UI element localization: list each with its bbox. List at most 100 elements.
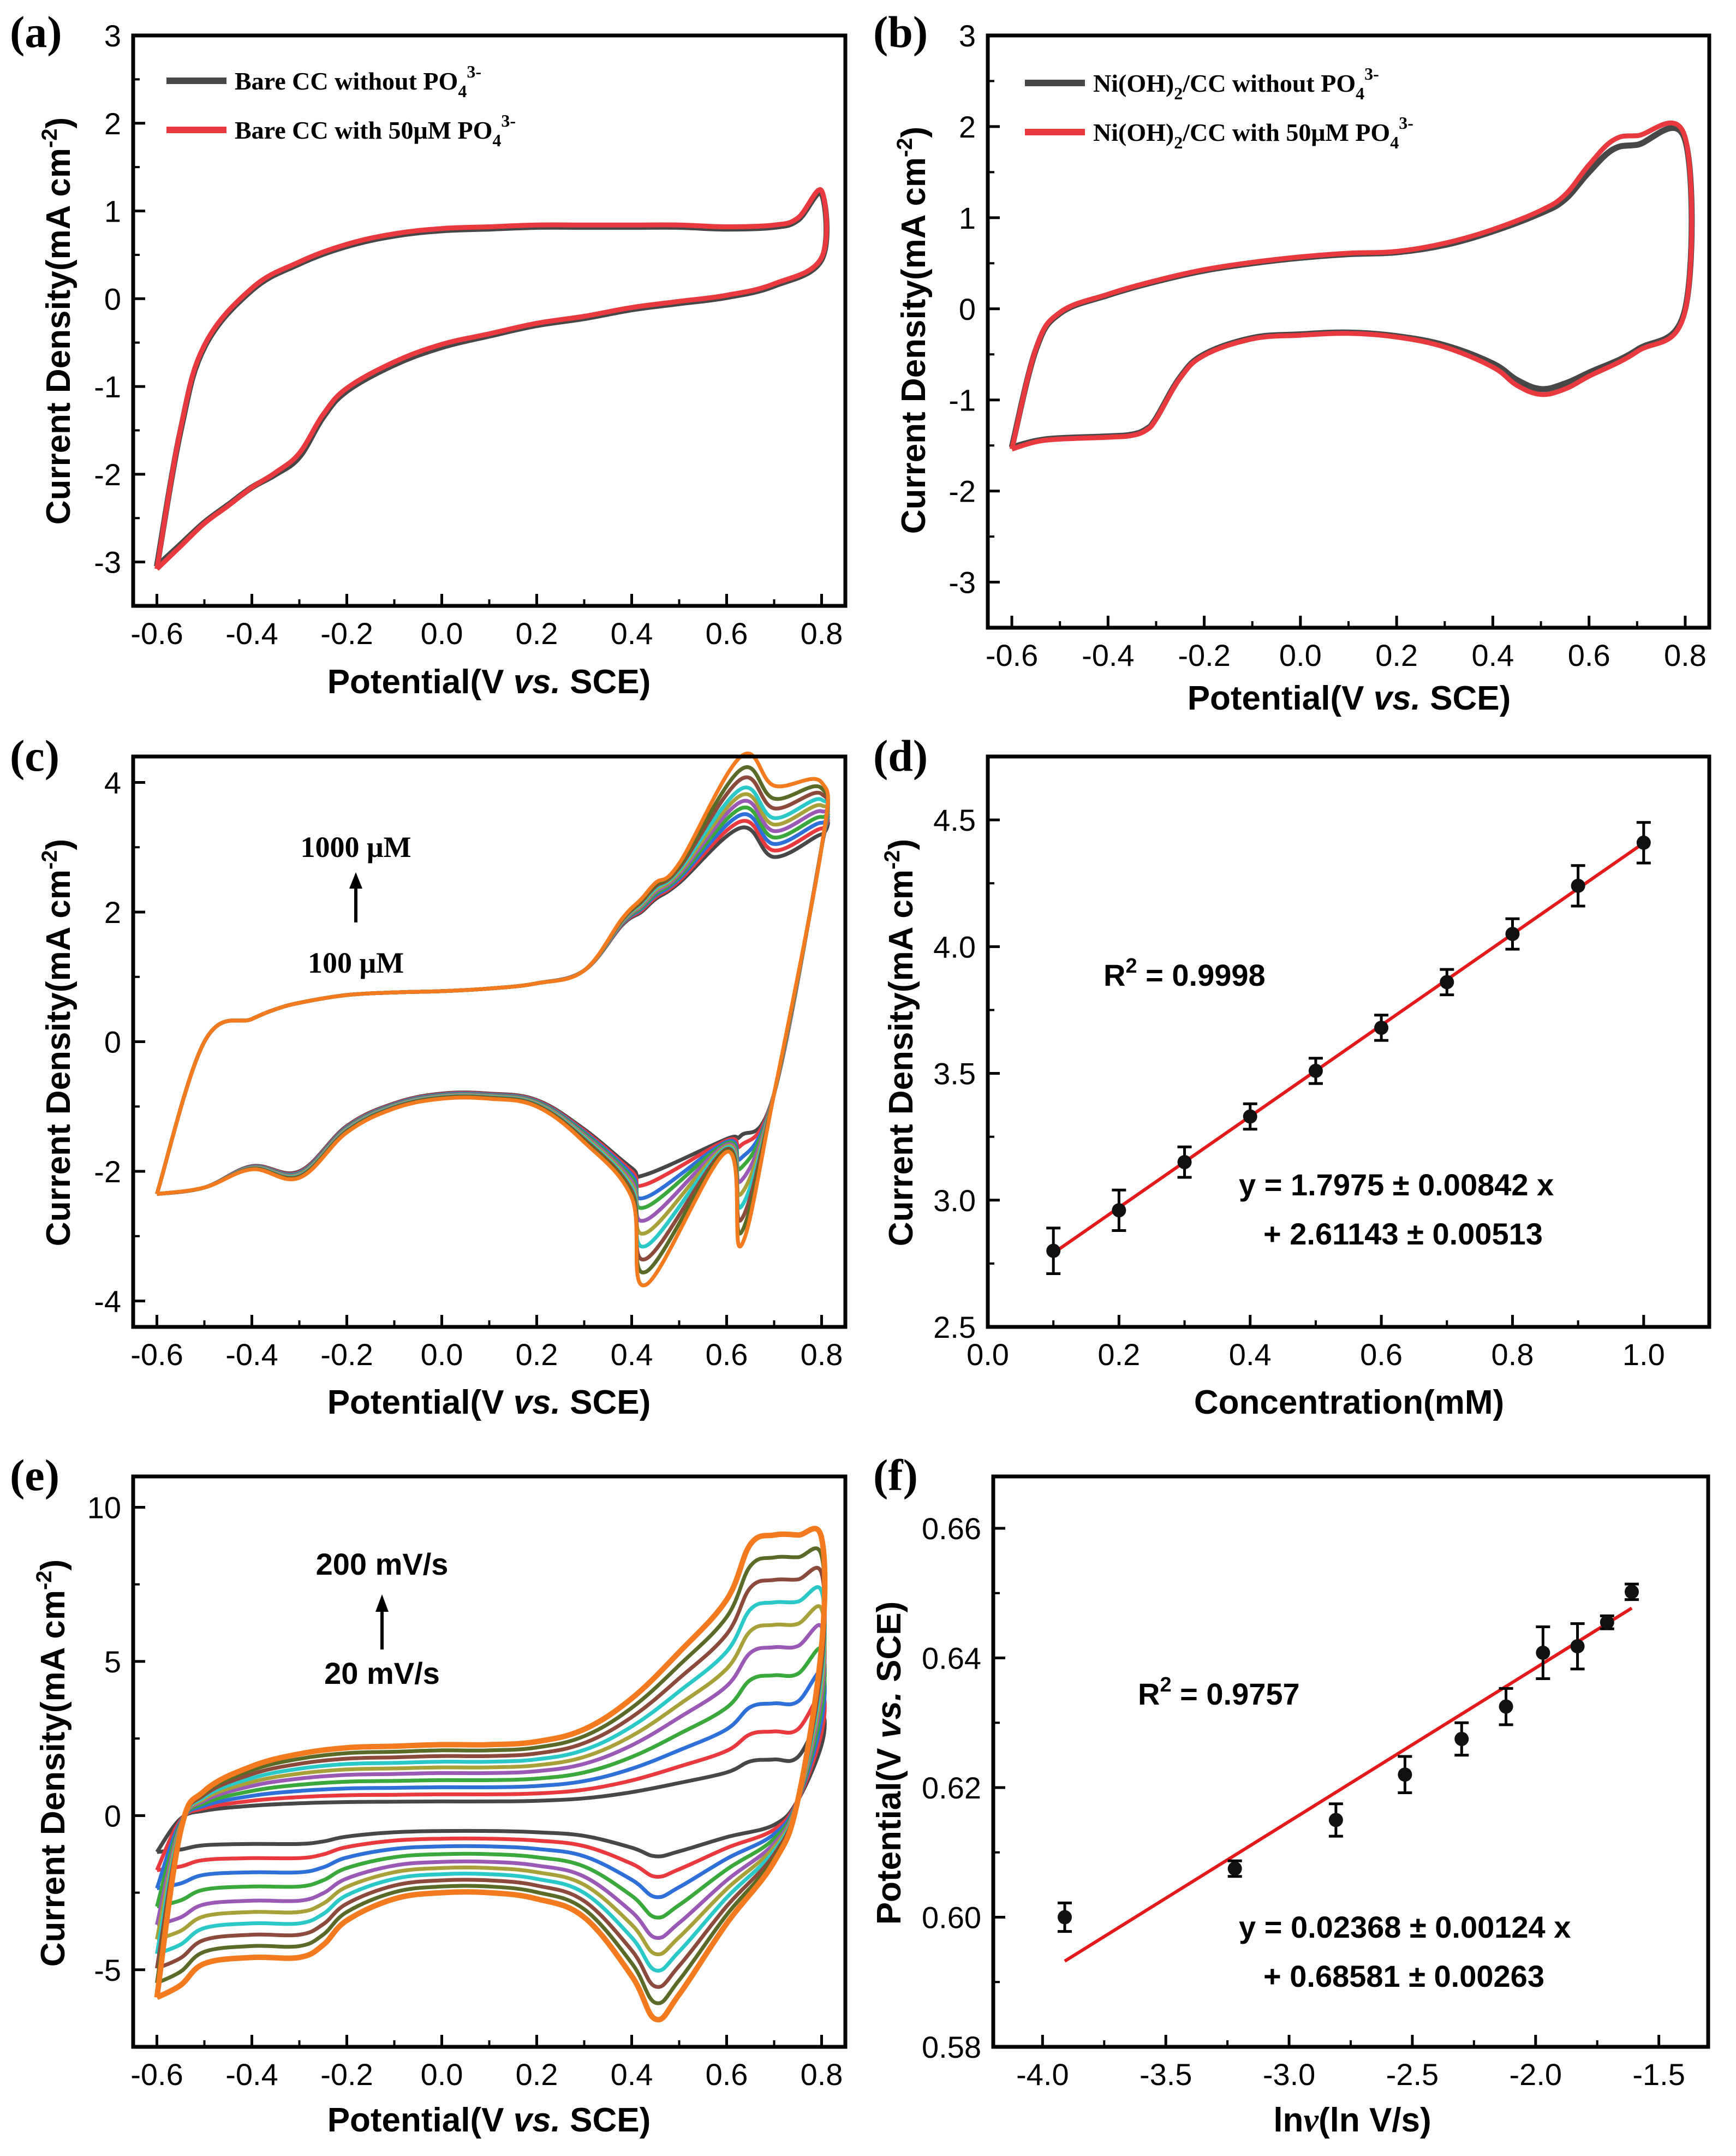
data-point-f-9 — [1624, 1585, 1639, 1599]
fit-equation-f-line1: y = 0.02368 ± 0.00124 x — [1239, 1910, 1571, 1944]
data-point-d-5 — [1374, 1020, 1389, 1035]
data-point-d-9 — [1636, 835, 1651, 850]
annotation-e-top: 200 mV/s — [316, 1547, 449, 1581]
cv-line-e-9 — [154, 1526, 828, 2023]
plot-lines-b — [1009, 120, 1695, 452]
legend-a: Bare CC without PO43- Bare CC with 50μM … — [166, 62, 516, 150]
y-tick-label-d-2: 3.5 — [933, 1057, 976, 1091]
x-tick-label-e-3: 0.0 — [421, 2057, 463, 2092]
legend-label-a-1: Bare CC with 50μM PO43- — [235, 111, 516, 150]
x-tick-label-d-5: 1.0 — [1622, 1337, 1665, 1372]
plot-lines-c — [155, 751, 830, 1288]
x-tick-label-d-3: 0.6 — [1360, 1337, 1403, 1372]
annotation-c-top: 1000 μM — [300, 831, 411, 863]
plot-frame-a — [131, 33, 848, 608]
panel-c: (c) 420-2-4 -0.6 -0.4 -0.2 0.0 0.2 0.4 0.6 0.8 … — [10, 731, 848, 1421]
data-point-d-3 — [1243, 1109, 1257, 1124]
y-axis-label-a: Current Density(mA cm-2) — [38, 117, 77, 525]
x-tick-label-e-6: 0.6 — [706, 2057, 748, 2092]
x-tick-label-f-1: -3.5 — [1140, 2057, 1192, 2092]
plot-lines-a — [154, 187, 830, 571]
y-axis-label-c: Current Density(mA cm-2) — [38, 839, 77, 1246]
y-tick-label-f-4: 0.58 — [922, 2030, 981, 2064]
y-tick-label-d-1: 3.0 — [933, 1183, 976, 1218]
data-point-d-2 — [1177, 1155, 1192, 1170]
data-point-f-7 — [1570, 1639, 1585, 1654]
r2-label-d: R2 = 0.9998 — [1103, 955, 1266, 992]
data-point-f-4 — [1454, 1731, 1469, 1746]
x-tick-label-a-5: 0.4 — [611, 616, 653, 651]
x-tick-label-b-5: 0.4 — [1471, 638, 1514, 672]
y-tick-label-b-4: -1 — [948, 383, 976, 418]
data-point-d-0 — [1046, 1243, 1061, 1258]
fit-equation-f-line2: + 0.68581 ± 0.00263 — [1263, 1959, 1544, 1993]
arrow-icon-c — [349, 872, 362, 922]
x-tick-label-d-0: 0.0 — [967, 1337, 1009, 1372]
y-tick-label-a-6: -3 — [94, 545, 121, 580]
x-tick-label-a-7: 0.8 — [801, 616, 843, 651]
data-point-f-3 — [1398, 1767, 1412, 1782]
panel-label-d: (d) — [873, 731, 928, 781]
x-tick-label-e-4: 0.2 — [516, 2057, 558, 2092]
y-tick-label-a-5: -2 — [94, 457, 121, 492]
x-ticks-b: -0.6 -0.4 -0.2 0.0 0.2 0.4 0.6 0.8 — [986, 616, 1707, 672]
legend-label-a-0: Bare CC without PO43- — [235, 62, 481, 101]
data-point-f-1 — [1227, 1861, 1242, 1876]
x-tick-label-b-2: -0.2 — [1178, 638, 1231, 672]
x-tick-label-b-1: -0.4 — [1082, 638, 1135, 672]
x-ticks-e: -0.6 -0.4 -0.2 0.0 0.2 0.4 0.6 0.8 — [130, 2035, 843, 2092]
panel-label-e: (e) — [10, 1450, 59, 1500]
panel-label-c: (c) — [10, 731, 59, 781]
panel-label-b: (b) — [873, 7, 928, 57]
y-tick-label-d-4: 4.5 — [933, 803, 976, 837]
y-tick-label-a-0: 3 — [104, 19, 121, 53]
y-axis-label-e: Current Density(mA cm-2) — [32, 1559, 72, 1967]
x-tick-label-d-4: 0.8 — [1492, 1337, 1534, 1372]
data-point-d-8 — [1571, 878, 1585, 893]
x-axis-label-e: Potential(V vs. SCE) — [327, 2101, 651, 2139]
panel-d: (d) 2.5 3.0 3.5 4.0 4.5 0.0 0.2 0.4 0.6 0.8 1.0 R… — [873, 731, 1711, 1421]
y-tick-label-f-1: 0.64 — [922, 1641, 981, 1676]
plot-lines-e — [154, 1526, 828, 2023]
x-tick-label-f-5: -1.5 — [1632, 2057, 1685, 2092]
y-tick-label-e-2: 0 — [104, 1798, 121, 1833]
y-tick-label-e-3: -5 — [94, 1953, 121, 1987]
y-tick-label-c-4: -4 — [94, 1284, 121, 1319]
y-tick-label-e-1: 5 — [104, 1645, 121, 1679]
y-tick-label-a-2: 1 — [104, 194, 121, 229]
y-ticks-f: 0.66 0.64 0.62 0.60 0.58 — [922, 1511, 1005, 2064]
x-axis-label-d: Concentration(mM) — [1194, 1384, 1504, 1421]
y-tick-label-b-2: 1 — [959, 201, 976, 235]
y-tick-label-b-3: 0 — [959, 292, 976, 326]
panel-a: (a) 3 2 1 0 -1 -2 -3 -0.6 -0.4 -0.2 0.0 0.2 0.4 0.6 0… — [10, 7, 848, 701]
panel-f: (f) 0.66 0.64 0.62 0.60 0.58 -4.0 -3.5 -3.0 -2.… — [870, 1450, 1710, 2139]
x-ticks-d: 0.0 0.2 0.4 0.6 0.8 1.0 — [967, 1315, 1710, 1372]
y-tick-label-d-0: 2.5 — [933, 1310, 976, 1344]
x-tick-label-a-4: 0.2 — [516, 616, 558, 651]
x-tick-label-d-2: 0.4 — [1229, 1337, 1272, 1372]
x-tick-label-e-1: -0.4 — [225, 2057, 278, 2092]
fit-equation-d-line2: + 2.61143 ± 0.00513 — [1263, 1217, 1543, 1251]
x-tick-label-b-3: 0.0 — [1279, 638, 1322, 672]
cv-line-e-1 — [155, 1692, 827, 1879]
x-tick-label-a-6: 0.6 — [706, 616, 748, 651]
y-axis-label-d: Current Density(mA cm-2) — [880, 839, 920, 1246]
data-point-d-7 — [1505, 927, 1520, 942]
y-tick-label-f-2: 0.62 — [922, 1771, 981, 1805]
panel-e: (e) 10 5 0 -5 -0.6 -0.4 -0.2 0.0 0.2 0.4 0.6 0.8 2… — [10, 1450, 848, 2139]
legend-label-b-0: Ni(OH)2/CC without PO43- — [1093, 64, 1379, 103]
x-tick-label-a-0: -0.6 — [130, 616, 183, 651]
cv-line-c-9 — [155, 751, 830, 1288]
annotation-c-bottom: 100 μM — [308, 946, 404, 979]
x-tick-label-c-6: 0.6 — [706, 1337, 748, 1372]
x-tick-label-b-7: 0.8 — [1664, 638, 1707, 672]
y-tick-label-b-6: -3 — [948, 565, 976, 600]
x-ticks-f: -4.0 -3.5 -3.0 -2.5 -2.0 -1.5 — [1016, 2035, 1685, 2092]
fit-line-f — [1064, 1606, 1633, 1963]
x-tick-label-d-1: 0.2 — [1097, 1337, 1140, 1372]
x-tick-label-f-3: -2.5 — [1386, 2057, 1439, 2092]
plot-frame-f — [991, 1474, 1710, 2049]
y-tick-label-f-0: 0.66 — [922, 1511, 981, 1546]
y-tick-label-c-2: 0 — [104, 1025, 121, 1059]
x-tick-label-c-1: -0.4 — [225, 1337, 278, 1372]
